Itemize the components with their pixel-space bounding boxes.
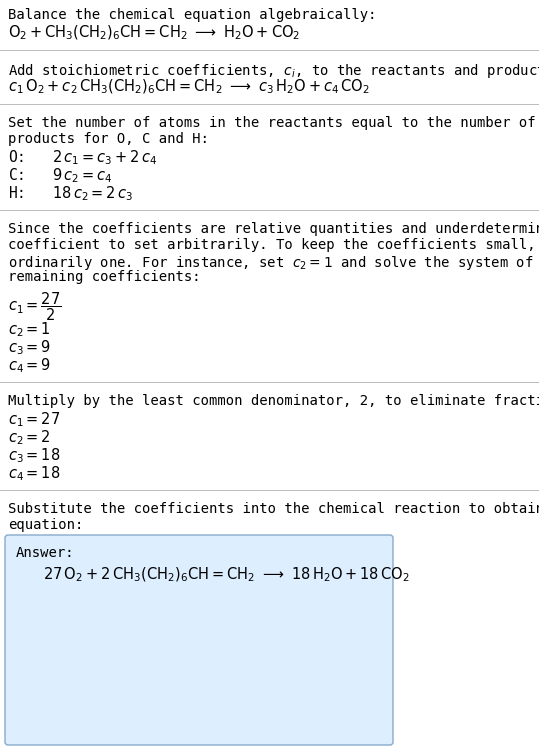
Text: $c_2 = 1$: $c_2 = 1$ bbox=[8, 320, 51, 338]
Text: $27\,\mathrm{O_2} + 2\,\mathrm{CH_3(CH_2)_6CH{=}CH_2} \ \longrightarrow \ 18\,\m: $27\,\mathrm{O_2} + 2\,\mathrm{CH_3(CH_2… bbox=[43, 566, 410, 584]
Text: $\mathrm{O_2 + CH_3(CH_2)_6CH{=}CH_2 \ \longrightarrow \ H_2O + CO_2}$: $\mathrm{O_2 + CH_3(CH_2)_6CH{=}CH_2 \ \… bbox=[8, 24, 300, 42]
Text: H:   $18\,c_2 = 2\,c_3$: H: $18\,c_2 = 2\,c_3$ bbox=[8, 184, 133, 203]
Text: $c_3 = 9$: $c_3 = 9$ bbox=[8, 338, 51, 356]
Text: C:   $9\,c_2 = c_4$: C: $9\,c_2 = c_4$ bbox=[8, 166, 113, 185]
Text: Since the coefficients are relative quantities and underdetermined, choose a: Since the coefficients are relative quan… bbox=[8, 222, 539, 236]
Text: Set the number of atoms in the reactants equal to the number of atoms in the: Set the number of atoms in the reactants… bbox=[8, 116, 539, 130]
Text: $c_4 = 18$: $c_4 = 18$ bbox=[8, 464, 60, 483]
Text: $c_1\,\mathrm{O_2} + c_2\,\mathrm{CH_3(CH_2)_6CH{=}CH_2} \ \longrightarrow \ c_3: $c_1\,\mathrm{O_2} + c_2\,\mathrm{CH_3(C… bbox=[8, 78, 370, 96]
Text: Multiply by the least common denominator, 2, to eliminate fractional coefficient: Multiply by the least common denominator… bbox=[8, 394, 539, 408]
Text: remaining coefficients:: remaining coefficients: bbox=[8, 270, 201, 284]
Text: $c_2 = 2$: $c_2 = 2$ bbox=[8, 428, 51, 447]
Text: equation:: equation: bbox=[8, 518, 84, 532]
Text: $c_4 = 9$: $c_4 = 9$ bbox=[8, 356, 51, 374]
Text: Add stoichiometric coefficients, $c_i$, to the reactants and products:: Add stoichiometric coefficients, $c_i$, … bbox=[8, 62, 539, 80]
Text: products for O, C and H:: products for O, C and H: bbox=[8, 132, 209, 146]
Text: coefficient to set arbitrarily. To keep the coefficients small, the arbitrary va: coefficient to set arbitrarily. To keep … bbox=[8, 238, 539, 252]
Text: $c_1 = 27$: $c_1 = 27$ bbox=[8, 410, 60, 429]
Text: ordinarily one. For instance, set $c_2 = 1$ and solve the system of equations fo: ordinarily one. For instance, set $c_2 =… bbox=[8, 254, 539, 272]
Text: Substitute the coefficients into the chemical reaction to obtain the balanced: Substitute the coefficients into the che… bbox=[8, 502, 539, 516]
Text: $c_3 = 18$: $c_3 = 18$ bbox=[8, 446, 60, 465]
FancyBboxPatch shape bbox=[5, 535, 393, 745]
Text: Answer:: Answer: bbox=[16, 546, 74, 560]
Text: Balance the chemical equation algebraically:: Balance the chemical equation algebraica… bbox=[8, 8, 377, 22]
Text: O:   $2\,c_1 = c_3 + 2\,c_4$: O: $2\,c_1 = c_3 + 2\,c_4$ bbox=[8, 148, 157, 167]
Text: $c_1 = \dfrac{27}{2}$: $c_1 = \dfrac{27}{2}$ bbox=[8, 290, 61, 323]
